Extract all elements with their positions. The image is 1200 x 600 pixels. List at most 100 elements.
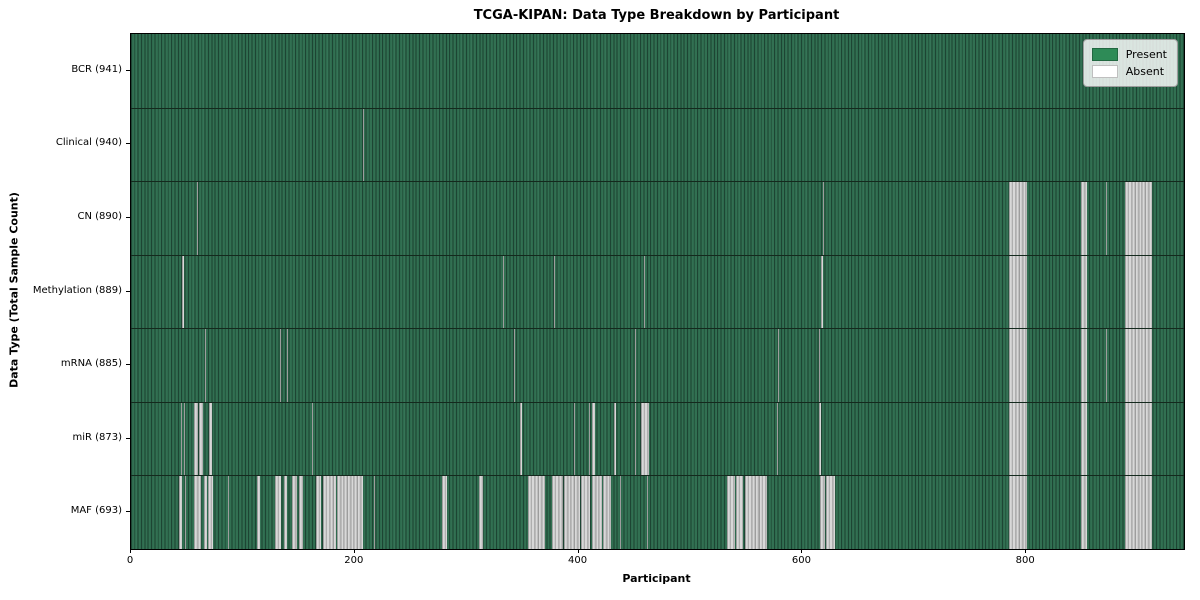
absent-band [179, 476, 183, 549]
absent-band [620, 476, 622, 549]
row-clinical [131, 107, 1184, 182]
absent-band [275, 476, 281, 549]
ytick-mark [126, 364, 130, 366]
absent-band [184, 476, 186, 549]
ytick-mark [126, 216, 130, 218]
absent-band [228, 476, 230, 549]
legend: Present Absent [1082, 39, 1178, 87]
absent-band [182, 255, 184, 329]
absent-band [286, 329, 288, 402]
absent-band [1081, 182, 1087, 255]
absent-band [634, 402, 636, 476]
xtick-label: 400 [568, 555, 588, 566]
ytick-label-clinical: Clinical (940) [55, 137, 122, 149]
absent-band [520, 402, 522, 476]
absent-band [1081, 329, 1087, 402]
absent-band [346, 476, 363, 549]
absent-band [614, 402, 616, 476]
absent-band [513, 329, 515, 402]
absent-band [204, 329, 206, 402]
chart-title: TCGA-KIPAN: Data Type Breakdown by Parti… [473, 8, 840, 23]
absent-band [1081, 402, 1087, 476]
legend-entry-absent: Absent [1091, 63, 1167, 80]
row-bcr [131, 34, 1184, 108]
xtick-label: 0 [126, 555, 134, 566]
ytick-mark [126, 511, 130, 513]
ytick-mark [126, 69, 130, 71]
absent-band [1105, 182, 1107, 255]
legend-swatch-icon [1091, 65, 1118, 78]
absent-band [279, 329, 281, 402]
absent-band [825, 476, 835, 549]
absent-band [1105, 329, 1107, 402]
ytick-label-bcr: BCR (941) [71, 63, 122, 75]
absent-band [183, 402, 185, 476]
absent-band [777, 329, 779, 402]
legend-entry-present: Present [1091, 46, 1167, 63]
absent-band [758, 476, 767, 549]
absent-band [292, 476, 297, 549]
absent-band [553, 255, 556, 329]
absent-band [776, 402, 778, 476]
absent-band [646, 476, 648, 549]
absent-band [323, 476, 336, 549]
ytick-mark [126, 290, 130, 292]
row-mir [131, 401, 1184, 476]
absent-band [736, 476, 744, 549]
absent-band [1009, 255, 1028, 329]
ytick-mark [126, 143, 130, 145]
absent-band [592, 402, 596, 476]
absent-band [203, 476, 208, 549]
absent-band [564, 476, 580, 549]
absent-band [1009, 476, 1028, 549]
absent-band [373, 476, 375, 549]
legend-label: Present [1125, 48, 1167, 61]
absent-band [502, 255, 504, 329]
absent-band [551, 476, 563, 549]
absent-band [1124, 402, 1152, 476]
x-axis-title: Participant [622, 572, 691, 585]
row-methylation [131, 254, 1184, 329]
absent-band [1124, 182, 1152, 255]
legend-label: Absent [1125, 65, 1165, 78]
absent-band [197, 182, 199, 255]
ytick-mark [126, 437, 130, 439]
xtick-mark [577, 549, 579, 553]
absent-band [822, 182, 824, 255]
absent-band [315, 476, 322, 549]
absent-band [208, 476, 213, 549]
absent-band [821, 255, 823, 329]
absent-band [820, 476, 825, 549]
absent-band [1124, 476, 1152, 549]
absent-band [528, 476, 546, 549]
absent-band [745, 476, 759, 549]
absent-band [641, 402, 650, 476]
absent-band [580, 476, 590, 549]
ytick-label-maf: MAF (693) [70, 505, 122, 517]
row-mrna [131, 328, 1184, 402]
absent-band [592, 476, 603, 549]
absent-band [643, 255, 645, 329]
absent-band [1009, 329, 1028, 402]
xtick-label: 800 [1015, 555, 1035, 566]
ytick-label-mrna: mRNA (885) [60, 358, 122, 370]
absent-band [1124, 255, 1152, 329]
absent-band [1081, 476, 1087, 549]
absent-band [1009, 402, 1028, 476]
xtick-mark [353, 549, 355, 553]
absent-band [284, 476, 287, 549]
absent-band [336, 476, 347, 549]
absent-band [479, 476, 484, 549]
absent-band [819, 402, 822, 476]
row-cn [131, 181, 1184, 255]
absent-band [634, 329, 636, 402]
ytick-label-methylation: Methylation (889) [32, 284, 122, 296]
absent-band [727, 476, 736, 549]
xtick-label: 200 [344, 555, 364, 566]
ytick-label-mir: miR (873) [72, 431, 122, 443]
absent-band [603, 476, 612, 549]
absent-band [257, 476, 260, 549]
absent-band [1009, 182, 1028, 255]
absent-band [442, 476, 447, 549]
xtick-label: 600 [791, 555, 811, 566]
